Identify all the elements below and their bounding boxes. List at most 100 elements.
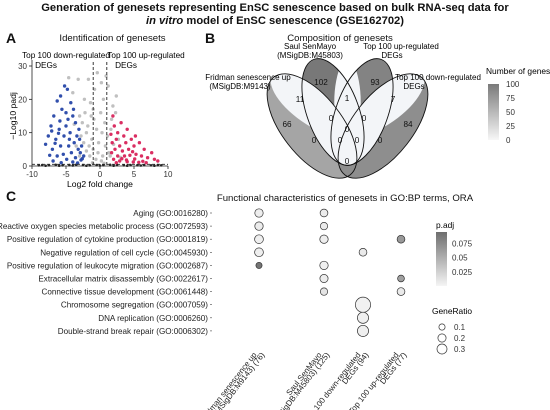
volcano-point: [76, 77, 80, 82]
venn-set-label: DEGs: [403, 82, 424, 91]
volcano-point: [75, 134, 79, 138]
volcano-point: [68, 131, 72, 135]
volcano-point: [150, 151, 154, 155]
dotplot-point: [358, 248, 368, 257]
dotplot-point: [397, 274, 405, 283]
volcano-point: [141, 159, 145, 163]
volcano-point: [59, 161, 63, 165]
volcano-plot: -10 -5 0 5 10 0 10 20 30 Log2 fold change −Log10 p…: [8, 51, 185, 189]
volcano-point: [51, 159, 55, 163]
volcano-x-tick-label: 0: [98, 170, 103, 179]
dotplot-title: Functional characteristics of genesets i…: [216, 193, 474, 204]
volcano-point: [111, 157, 116, 161]
volcano-point: [67, 144, 71, 148]
venn-title: Composition of genesets: [287, 33, 393, 44]
volcano-point: [118, 144, 122, 148]
volcano-point: [73, 121, 78, 125]
volcano-point: [46, 134, 50, 138]
volcano-point: [49, 124, 53, 128]
dotplot-point: [355, 296, 371, 313]
dotplot-generatio-label: 0.1: [454, 323, 466, 332]
dotplot-point: [319, 208, 329, 218]
volcano-point: [137, 141, 142, 145]
volcano-point: [124, 158, 129, 162]
dotplot-generatio-label: 0.2: [454, 334, 466, 343]
volcano-point: [62, 84, 67, 88]
volcano-point: [106, 84, 110, 88]
volcano-point: [69, 151, 74, 155]
venn-colorbar-tick-label: 25: [506, 122, 515, 131]
figure-title-rest: model of EnSC senescence (GSE162702): [186, 15, 405, 27]
volcano-point: [145, 156, 150, 160]
venn-region-count: 0: [378, 136, 383, 145]
dotplot-term-label: Double-strand break repair (GO:0006302): [58, 327, 209, 336]
dotplot-term-label: Negative regulation of cell cycle (GO:00…: [40, 248, 208, 257]
volcano-point: [104, 74, 108, 78]
figure-title-line1: Generation of genesets representing EnSC…: [41, 2, 509, 14]
volcano-point: [55, 154, 59, 158]
volcano-point: [77, 127, 81, 131]
volcano-point: [111, 114, 115, 118]
volcano-point: [114, 137, 119, 141]
volcano-point: [82, 141, 86, 145]
volcano-point: [58, 144, 63, 148]
volcano-point: [131, 160, 135, 164]
dotplot-padj-tick-label: 0.05: [452, 254, 468, 263]
volcano-point: [83, 111, 87, 115]
venn-colorbar: [488, 84, 499, 140]
dotplot-point: [357, 311, 369, 324]
dotplot-generatio-label: 0.3: [454, 345, 466, 354]
panel-label-b: B: [205, 30, 216, 46]
volcano-annotation-up: Top 100 up-regulated: [107, 51, 185, 60]
dotplot-point: [254, 234, 264, 244]
volcano-x-tick-label: 10: [164, 170, 173, 179]
volcano-point: [77, 137, 82, 141]
volcano-point: [71, 160, 75, 164]
volcano-point: [103, 144, 108, 148]
volcano-y-tick-label: 30: [18, 62, 27, 71]
volcano-point: [156, 159, 160, 163]
volcano-point: [152, 157, 157, 161]
volcano-point: [101, 154, 105, 158]
dotplot-padj-tick-label: 0.075: [452, 239, 473, 248]
figure-title: Generation of genesets representing EnSC…: [0, 2, 550, 28]
volcano-point: [111, 104, 115, 108]
volcano-point: [50, 129, 54, 133]
dotplot-padj-tick-label: 0.025: [452, 268, 473, 277]
volcano-point: [88, 154, 92, 158]
volcano-point: [114, 94, 119, 98]
venn-colorbar-tick-label: 0: [506, 136, 511, 145]
venn-colorbar-tick-label: 50: [506, 108, 515, 117]
volcano-y-tick-label: 10: [18, 129, 27, 138]
volcano-point: [82, 97, 87, 102]
volcano-point: [124, 141, 128, 145]
dotplot-point: [254, 247, 264, 258]
volcano-point: [96, 141, 101, 145]
venn-region-count: 11: [296, 95, 305, 104]
venn-region-count: 66: [282, 120, 292, 129]
volcano-point: [62, 134, 66, 138]
volcano-point: [69, 101, 73, 105]
volcano-point: [99, 159, 104, 163]
volcano-point: [112, 124, 117, 128]
volcano-point: [52, 114, 56, 118]
volcano-point: [129, 137, 133, 141]
venn-region-count: 102: [314, 78, 328, 87]
dotplot-term-label: Extracellular matrix disassembly (GO:002…: [38, 275, 208, 284]
volcano-point: [130, 150, 135, 154]
volcano-point: [56, 131, 61, 135]
dotplot-generatio-title: GeneRatio: [432, 306, 472, 316]
volcano-point: [90, 137, 94, 141]
volcano-point: [133, 134, 138, 138]
dotplot-term-label: Chromosome segregation (GO:0007059): [61, 301, 208, 310]
dotplot-point: [319, 260, 329, 270]
volcano-point: [76, 147, 80, 151]
volcano-y-label: −Log10 padj: [8, 92, 18, 140]
venn-region-count: 0: [329, 114, 334, 123]
venn-set-label: (MSigDB:M45803): [277, 51, 343, 60]
volcano-point: [132, 144, 136, 148]
venn-region-count: 0: [362, 114, 367, 123]
volcano-point: [60, 107, 64, 112]
volcano-point: [116, 131, 120, 135]
volcano-point: [103, 121, 107, 125]
